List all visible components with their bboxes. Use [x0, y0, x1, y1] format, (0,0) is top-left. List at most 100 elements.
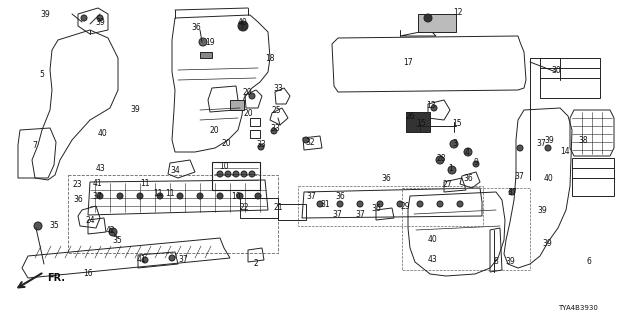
Circle shape [436, 156, 444, 164]
Text: 10: 10 [231, 191, 241, 201]
Text: 41: 41 [136, 254, 146, 263]
Circle shape [217, 193, 223, 199]
Bar [212, 162, 260, 190]
Circle shape [509, 189, 515, 195]
Circle shape [225, 171, 231, 177]
Circle shape [97, 15, 103, 21]
Bar [68, 175, 278, 253]
Text: 7: 7 [33, 140, 37, 149]
Text: 19: 19 [205, 37, 215, 46]
Text: 36: 36 [463, 173, 473, 182]
Bar [250, 118, 260, 126]
Text: 24: 24 [85, 215, 95, 225]
Circle shape [417, 201, 423, 207]
Bar [298, 186, 483, 226]
Text: 42: 42 [105, 226, 115, 235]
Text: 20: 20 [243, 108, 253, 117]
Circle shape [34, 222, 42, 230]
Text: 33: 33 [273, 84, 283, 92]
Text: 22: 22 [239, 203, 249, 212]
Bar [278, 204, 306, 220]
Text: 2: 2 [253, 259, 259, 268]
Text: 20: 20 [242, 87, 252, 97]
Text: 14: 14 [560, 147, 570, 156]
Text: 10: 10 [219, 162, 229, 171]
Text: 37: 37 [536, 139, 546, 148]
Circle shape [255, 193, 261, 199]
Text: 39: 39 [505, 258, 515, 267]
Text: 36: 36 [371, 204, 381, 212]
Circle shape [137, 193, 143, 199]
Text: 41: 41 [92, 179, 102, 188]
Circle shape [448, 166, 456, 174]
Bar [572, 158, 614, 196]
Text: 37: 37 [178, 255, 188, 265]
Text: 8: 8 [493, 257, 499, 266]
Circle shape [464, 148, 472, 156]
Circle shape [237, 193, 243, 199]
Text: 30: 30 [551, 66, 561, 75]
Text: 15: 15 [416, 118, 426, 127]
Text: 39: 39 [40, 10, 50, 19]
Text: 35: 35 [49, 220, 59, 229]
Text: 37: 37 [92, 191, 102, 201]
Circle shape [317, 201, 323, 207]
Text: 39: 39 [544, 135, 554, 145]
Circle shape [545, 145, 551, 151]
Text: FR.: FR. [47, 273, 65, 283]
Circle shape [157, 193, 163, 199]
Circle shape [450, 140, 458, 148]
Bar [240, 198, 278, 218]
Bar [540, 58, 600, 98]
Text: 33: 33 [270, 124, 280, 132]
Text: 40: 40 [97, 129, 107, 138]
Circle shape [217, 171, 223, 177]
Text: 40: 40 [544, 173, 554, 182]
Bar [250, 130, 260, 138]
Bar [406, 112, 430, 132]
Circle shape [249, 93, 255, 99]
Circle shape [258, 144, 264, 150]
Text: 43: 43 [95, 164, 105, 172]
Text: 39: 39 [542, 238, 552, 247]
Circle shape [517, 145, 523, 151]
Text: 29: 29 [400, 202, 410, 211]
Text: 13: 13 [426, 100, 436, 109]
Text: 39: 39 [130, 105, 140, 114]
Text: 37: 37 [355, 210, 365, 219]
Circle shape [233, 171, 239, 177]
Text: 28: 28 [436, 154, 445, 163]
Circle shape [271, 128, 277, 134]
Text: 5: 5 [40, 69, 44, 78]
Text: 36: 36 [381, 173, 391, 182]
Text: 33: 33 [256, 140, 266, 148]
Text: 9: 9 [474, 157, 479, 166]
Circle shape [169, 255, 175, 261]
Text: 25: 25 [271, 106, 281, 115]
Bar [418, 14, 456, 32]
Text: 36: 36 [335, 191, 345, 201]
Text: 17: 17 [403, 58, 413, 67]
Text: 1: 1 [449, 164, 453, 172]
Text: 23: 23 [72, 180, 82, 188]
Text: 43: 43 [427, 255, 437, 265]
Text: 39: 39 [95, 18, 105, 27]
Text: 37: 37 [332, 210, 342, 219]
Text: 18: 18 [265, 53, 275, 62]
Text: 6: 6 [587, 258, 591, 267]
Text: 37: 37 [514, 172, 524, 180]
Text: 27: 27 [442, 180, 452, 188]
Circle shape [142, 257, 148, 263]
Circle shape [197, 193, 203, 199]
Text: 26: 26 [405, 111, 415, 121]
Circle shape [377, 201, 383, 207]
Text: 21: 21 [273, 203, 283, 212]
Circle shape [457, 201, 463, 207]
Text: 11: 11 [165, 188, 175, 197]
Circle shape [473, 161, 479, 167]
Text: 37: 37 [306, 191, 316, 201]
Text: 11: 11 [153, 188, 163, 197]
Bar [200, 52, 212, 58]
Text: 40: 40 [237, 18, 247, 27]
Circle shape [199, 38, 207, 46]
